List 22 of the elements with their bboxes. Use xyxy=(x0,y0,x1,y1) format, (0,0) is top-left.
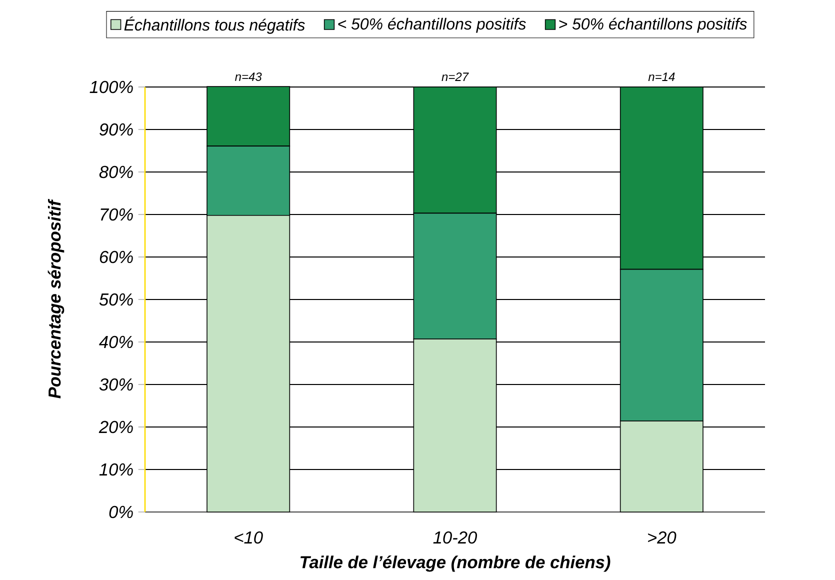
x-tick-label: >20 xyxy=(648,531,676,544)
x-tick-label: <10 xyxy=(234,531,263,544)
legend-label: > 50% échantillons positifs xyxy=(559,18,747,33)
y-tick-label: 50% xyxy=(99,293,133,306)
legend-label: < 50% échantillons positifs xyxy=(338,18,526,33)
y-tick-label: 60% xyxy=(100,250,133,264)
y-tick-label: 40% xyxy=(99,336,133,348)
x-tick-label: 10-20 xyxy=(433,531,478,544)
y-tick-label: 10% xyxy=(99,463,133,476)
annotation: n=27 xyxy=(442,72,469,81)
y-tick-label: 90% xyxy=(100,123,133,136)
legend-label: Échantillons tous négatifs xyxy=(124,16,305,34)
x-axis-title: Taille de l’élevage (nombre de chiens) xyxy=(300,555,610,572)
y-tick-label: 100% xyxy=(90,80,133,94)
y-tick-label: 80% xyxy=(99,166,133,178)
y-tick-label: 70% xyxy=(100,208,133,221)
y-tick-label: 20% xyxy=(98,420,133,434)
y-axis-title: Pourcentage séropositif xyxy=(48,198,64,398)
annotation: n=14 xyxy=(648,72,675,81)
y-tick-label: 30% xyxy=(99,378,133,391)
y-tick-label: 0% xyxy=(109,506,133,518)
annotation: n=43 xyxy=(235,72,262,81)
